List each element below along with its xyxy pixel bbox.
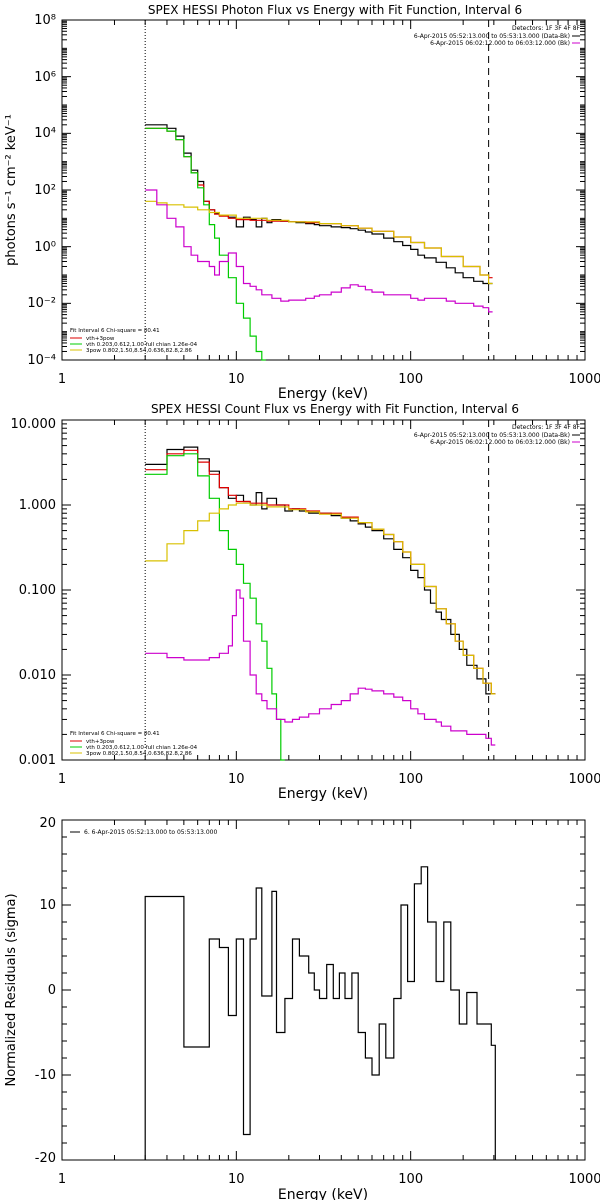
count-flux-chart: SPEX HESSI Count Flux vs Energy with Fit…: [11, 402, 600, 802]
legend-entry: 6-Apr-2015 06:02:12.000 to 06:03:12.000 …: [430, 439, 570, 446]
y-tick-label: 10⁴: [34, 126, 56, 141]
y-tick-label: -10: [35, 1068, 56, 1083]
y-tick-label: 10.000: [11, 417, 57, 432]
x-tick-label: 10: [228, 772, 245, 787]
series-line: [145, 589, 496, 746]
y-tick-label: 0.001: [19, 753, 56, 768]
series-line: [145, 502, 496, 695]
data-series: [144, 866, 496, 1160]
y-tick-label: 20: [39, 816, 56, 831]
legend-entry: Fit Interval 6 Chi-square = 80.41: [70, 731, 160, 737]
y-tick-label: 10: [39, 898, 56, 913]
y-tick-label: 10⁻⁴: [27, 353, 56, 368]
series-line: [145, 453, 285, 761]
legend-entry: Detectors: 1F 3F 4F 8F: [512, 25, 581, 32]
legend-top-right: Detectors: 1F 3F 4F 8F 6-Apr-2015 05:52:…: [414, 25, 581, 47]
x-tick-labels: 1 10 100 1000: [58, 1172, 600, 1187]
x-tick-labels: 1 10 100 1000: [58, 772, 600, 787]
series-line: [145, 200, 493, 285]
y-tick-label: 10⁻²: [27, 296, 56, 311]
vertical-marker-lines: [144, 20, 490, 360]
plot-frame: [61, 19, 586, 361]
x-tick-label: 100: [398, 372, 423, 387]
x-tick-label: 100: [398, 772, 423, 787]
y-tick-label: 0.100: [19, 583, 56, 598]
x-tick-label: 1: [58, 1172, 66, 1187]
y-tick-labels: 10⁻⁴ 10⁻² 10⁰ 10² 10⁴ 10⁶ 10⁸: [27, 13, 56, 368]
legend-entry: 6. 6-Apr-2015 05:52:13.000 to 05:53:13.0…: [84, 829, 217, 836]
legend-top-right: Detectors: 1F 3F 4F 8F 6-Apr-2015 05:52:…: [414, 424, 581, 446]
x-tick-label: 1000: [568, 1172, 600, 1187]
legend-entry: 6-Apr-2015 06:02:12.000 to 06:03:12.000 …: [430, 40, 570, 47]
x-axis-label: Energy (keV): [278, 786, 368, 802]
axis-ticks: [61, 420, 585, 761]
series-line: [144, 866, 496, 1160]
y-axis-label: Normalized Residuals (sigma): [4, 893, 19, 1086]
legend-entry: 6-Apr-2015 05:52:13.000 to 05:53:13.000 …: [414, 432, 570, 439]
series-line: [145, 189, 493, 313]
series-line: [145, 127, 266, 361]
y-tick-label: 10⁰: [34, 240, 56, 255]
legend-entry: vth+3pow: [86, 336, 115, 342]
legend-entry: vth 0.203,0.612,1.00 full chian 1.26e-04: [86, 745, 198, 751]
legend-entry: vth+3pow: [86, 739, 115, 745]
chart-title: SPEX HESSI Photon Flux vs Energy with Fi…: [148, 3, 522, 17]
data-series: [145, 446, 496, 761]
legend-entry: 6-Apr-2015 05:52:13.000 to 05:53:13.000 …: [414, 33, 570, 40]
legend-bottom-left: Fit Interval 6 Chi-square = 80.41 vth+3p…: [70, 328, 198, 354]
y-tick-label: 10⁶: [34, 70, 56, 85]
y-tick-labels: 0.001 0.010 0.100 1.000 10.000: [11, 417, 57, 768]
legend-entry: Fit Interval 6 Chi-square = 80.41: [70, 328, 160, 334]
plot-frame: [61, 819, 586, 1161]
axis-ticks: [61, 20, 585, 361]
y-tick-label: 0: [48, 983, 56, 998]
y-tick-labels: 20 10 0 -10 -20: [35, 816, 56, 1166]
legend-entry: 3pow 0.802,1.50,8.54,0.636,82.8,2.86: [86, 348, 192, 354]
x-tick-labels: 1 10 100 1000: [58, 372, 600, 387]
chart-title: SPEX HESSI Count Flux vs Energy with Fit…: [151, 402, 519, 416]
x-tick-label: 1: [58, 372, 66, 387]
x-tick-label: 10: [228, 372, 245, 387]
y-tick-label: 10⁸: [34, 13, 56, 28]
photon-flux-chart: SPEX HESSI Photon Flux vs Energy with Fi…: [4, 3, 600, 402]
y-tick-label: -20: [35, 1151, 56, 1166]
residuals-chart: 1 10 100 1000 20 10 0 -10 -20 Energy (ke…: [4, 816, 600, 1200]
x-tick-label: 1: [58, 772, 66, 787]
y-tick-label: 1.000: [19, 498, 56, 513]
legend: 6. 6-Apr-2015 05:52:13.000 to 05:53:13.0…: [70, 829, 217, 836]
legend-bottom-left: Fit Interval 6 Chi-square = 80.41 vth+3p…: [70, 731, 198, 757]
y-tick-label: 0.010: [19, 668, 56, 683]
axis-ticks: [61, 819, 585, 1161]
x-tick-label: 100: [398, 1172, 423, 1187]
x-tick-label: 1000: [568, 372, 600, 387]
series-line: [145, 449, 496, 695]
data-series: [145, 124, 493, 361]
x-tick-label: 1000: [568, 772, 600, 787]
legend-entry: vth 0.203,0.612,1.00 full chian 1.26e-04: [86, 342, 198, 348]
legend-entry: Detectors: 1F 3F 4F 8F: [512, 424, 581, 431]
vertical-marker-lines: [144, 420, 490, 760]
x-tick-label: 10: [228, 1172, 245, 1187]
legend-entry: 3pow 0.802,1.50,8.54,0.636,82.8,2.86: [86, 751, 192, 757]
x-axis-label: Energy (keV): [278, 1187, 368, 1200]
y-tick-label: 10²: [34, 183, 56, 198]
series-line: [145, 446, 496, 695]
x-axis-label: Energy (keV): [278, 386, 368, 402]
y-axis-label: photons s⁻¹ cm⁻² keV⁻¹: [4, 114, 19, 266]
